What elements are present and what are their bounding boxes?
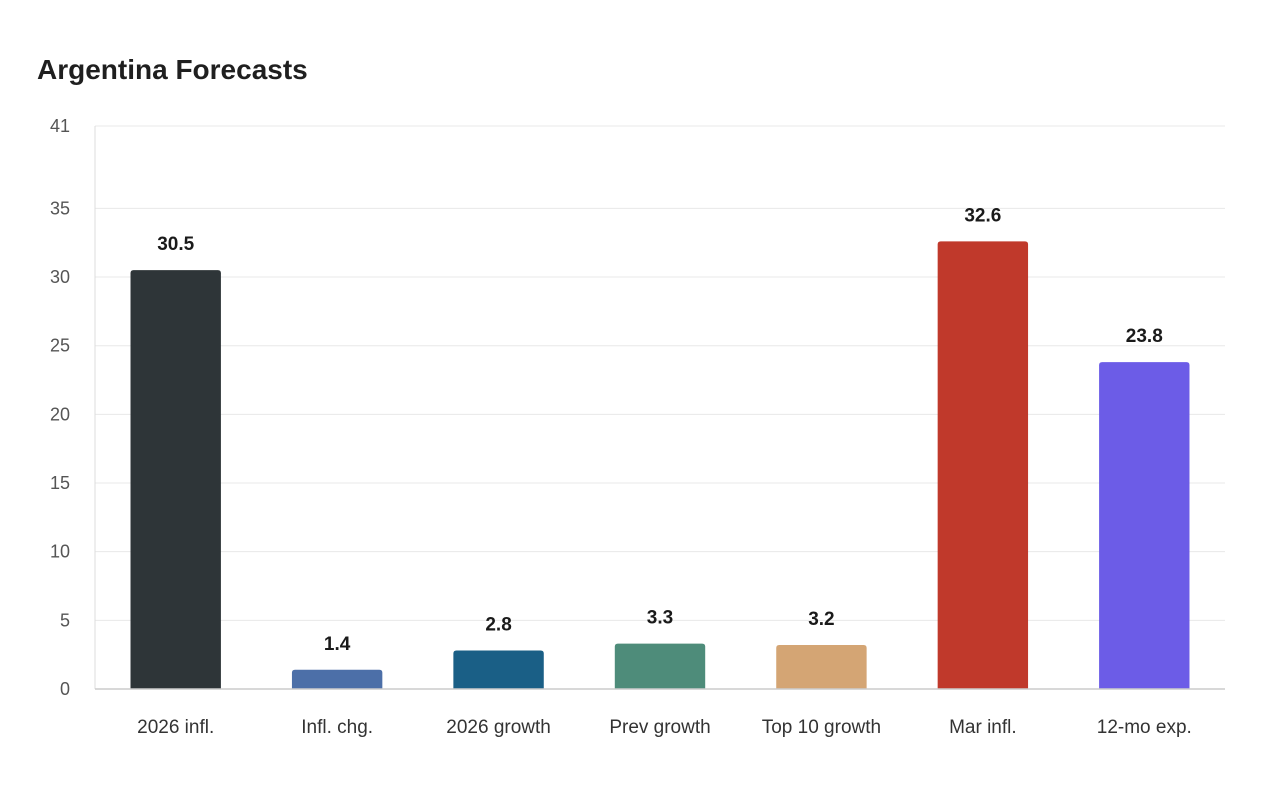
bar-value-label: 30.5 xyxy=(157,234,194,255)
x-category-label: Top 10 growth xyxy=(762,717,881,738)
y-tick-label: 20 xyxy=(50,404,70,424)
chart-title: Argentina Forecasts xyxy=(37,54,308,85)
bar xyxy=(1099,362,1190,689)
bar xyxy=(291,669,383,689)
bars xyxy=(130,241,1190,689)
x-category-label: 2026 growth xyxy=(446,717,551,738)
y-tick-label: 35 xyxy=(50,198,70,218)
x-category-label: Infl. chg. xyxy=(301,717,373,738)
bar xyxy=(614,643,706,689)
value-labels: 30.5 1.4 2.8 3.3 3.2 32.6 23.8 xyxy=(157,205,1163,654)
y-tick-label: 30 xyxy=(50,267,70,287)
x-category-label: 12-mo exp. xyxy=(1097,717,1192,738)
grid-lines xyxy=(95,125,1225,621)
bar-value-label: 23.8 xyxy=(1126,326,1163,347)
y-tick-label: 25 xyxy=(50,336,70,356)
y-axis-ticks: 0 5 10 15 20 25 30 35 41 xyxy=(50,116,70,699)
x-category-label: Mar infl. xyxy=(949,717,1017,738)
bar-value-label: 32.6 xyxy=(964,205,1001,226)
x-category-label: Prev growth xyxy=(609,717,710,738)
bar-value-label: 3.3 xyxy=(647,608,673,629)
y-tick-label: 10 xyxy=(50,542,70,562)
bar-value-label: 1.4 xyxy=(324,634,351,655)
bar-value-label: 3.2 xyxy=(808,609,834,630)
x-axis-labels: 2026 infl. Infl. chg. 2026 growth Prev grow… xyxy=(137,717,1192,738)
x-category-label: 2026 infl. xyxy=(137,717,214,738)
bar xyxy=(453,650,544,689)
bar xyxy=(937,241,1029,689)
y-tick-label: 5 xyxy=(60,610,70,630)
y-tick-label: 0 xyxy=(60,679,70,699)
y-tick-label: 41 xyxy=(50,116,70,136)
bar xyxy=(130,270,221,689)
bar-value-label: 2.8 xyxy=(485,615,511,636)
y-tick-label: 15 xyxy=(50,473,70,493)
bar xyxy=(776,645,867,689)
